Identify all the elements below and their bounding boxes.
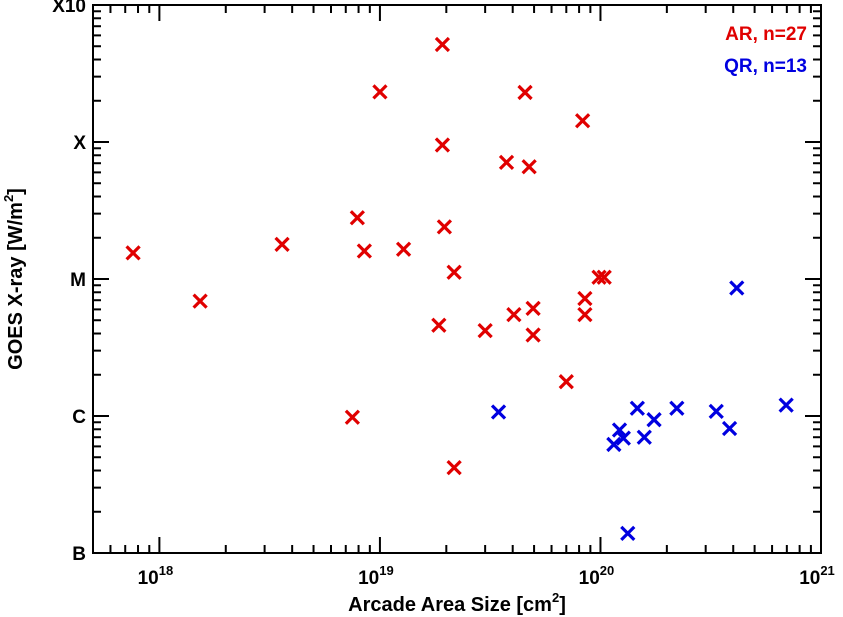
y-tick-label: X10 xyxy=(52,0,86,17)
data-point xyxy=(521,159,537,175)
data-point xyxy=(558,374,574,390)
data-point xyxy=(344,409,361,425)
data-point xyxy=(477,322,493,339)
data-point xyxy=(606,436,622,453)
data-point xyxy=(577,290,593,307)
data-point xyxy=(525,300,541,317)
data-point xyxy=(591,269,607,285)
x-axis-title-end: ] xyxy=(559,594,566,616)
series-qr xyxy=(490,280,794,542)
data-point xyxy=(434,36,451,53)
data-point xyxy=(669,400,685,416)
legend-entry-qr: QR, n=13 xyxy=(724,56,807,77)
data-points xyxy=(125,36,794,542)
data-point xyxy=(596,269,612,285)
data-point xyxy=(446,459,462,476)
data-point xyxy=(646,412,662,428)
data-point xyxy=(431,317,447,333)
y-axis-title-superscript: 2 xyxy=(1,195,16,202)
x-tick-label: 1018 xyxy=(138,563,174,589)
data-point xyxy=(729,280,745,296)
data-point xyxy=(574,113,591,129)
y-tick-label: X xyxy=(73,133,86,154)
data-point xyxy=(721,420,738,437)
y-tick-label: M xyxy=(70,270,86,291)
data-point xyxy=(506,306,522,323)
x-tick-label: 1021 xyxy=(799,563,835,589)
data-point xyxy=(372,84,388,100)
tick-labels: 1018 1019 1020 1021 B C M X X10 xyxy=(52,0,835,589)
y-axis-title-end: ] xyxy=(5,188,27,195)
x-tick-label: 1019 xyxy=(358,563,394,589)
data-point xyxy=(708,403,724,420)
data-point xyxy=(274,236,290,252)
data-point xyxy=(615,430,631,446)
data-point xyxy=(436,219,453,235)
x-axis-title: Arcade Area Size [cm2] xyxy=(348,590,566,616)
data-point xyxy=(636,429,652,445)
data-point xyxy=(778,397,794,413)
y-tick-label: B xyxy=(72,544,86,565)
data-point xyxy=(192,293,208,309)
plot-frame xyxy=(92,4,822,554)
axis-ticks xyxy=(92,4,822,554)
data-point xyxy=(349,210,365,226)
x-tick-label: 1020 xyxy=(579,563,615,589)
series-ar xyxy=(125,36,612,476)
data-point xyxy=(446,264,462,280)
data-point xyxy=(490,404,507,420)
data-point xyxy=(577,306,593,323)
y-axis-title: GOES X-ray [W/m2] xyxy=(1,188,27,370)
data-point xyxy=(525,327,541,343)
data-point xyxy=(395,241,412,257)
data-point xyxy=(125,245,141,261)
data-point xyxy=(434,137,451,153)
data-point xyxy=(356,243,372,259)
x-axis-title-superscript: 2 xyxy=(552,590,559,605)
data-point xyxy=(611,422,628,438)
data-point xyxy=(629,400,645,416)
y-tick-label: C xyxy=(72,407,86,428)
legend-entry-ar: AR, n=27 xyxy=(725,24,807,45)
data-point xyxy=(498,154,515,171)
data-point xyxy=(517,84,533,101)
data-point xyxy=(620,525,636,542)
